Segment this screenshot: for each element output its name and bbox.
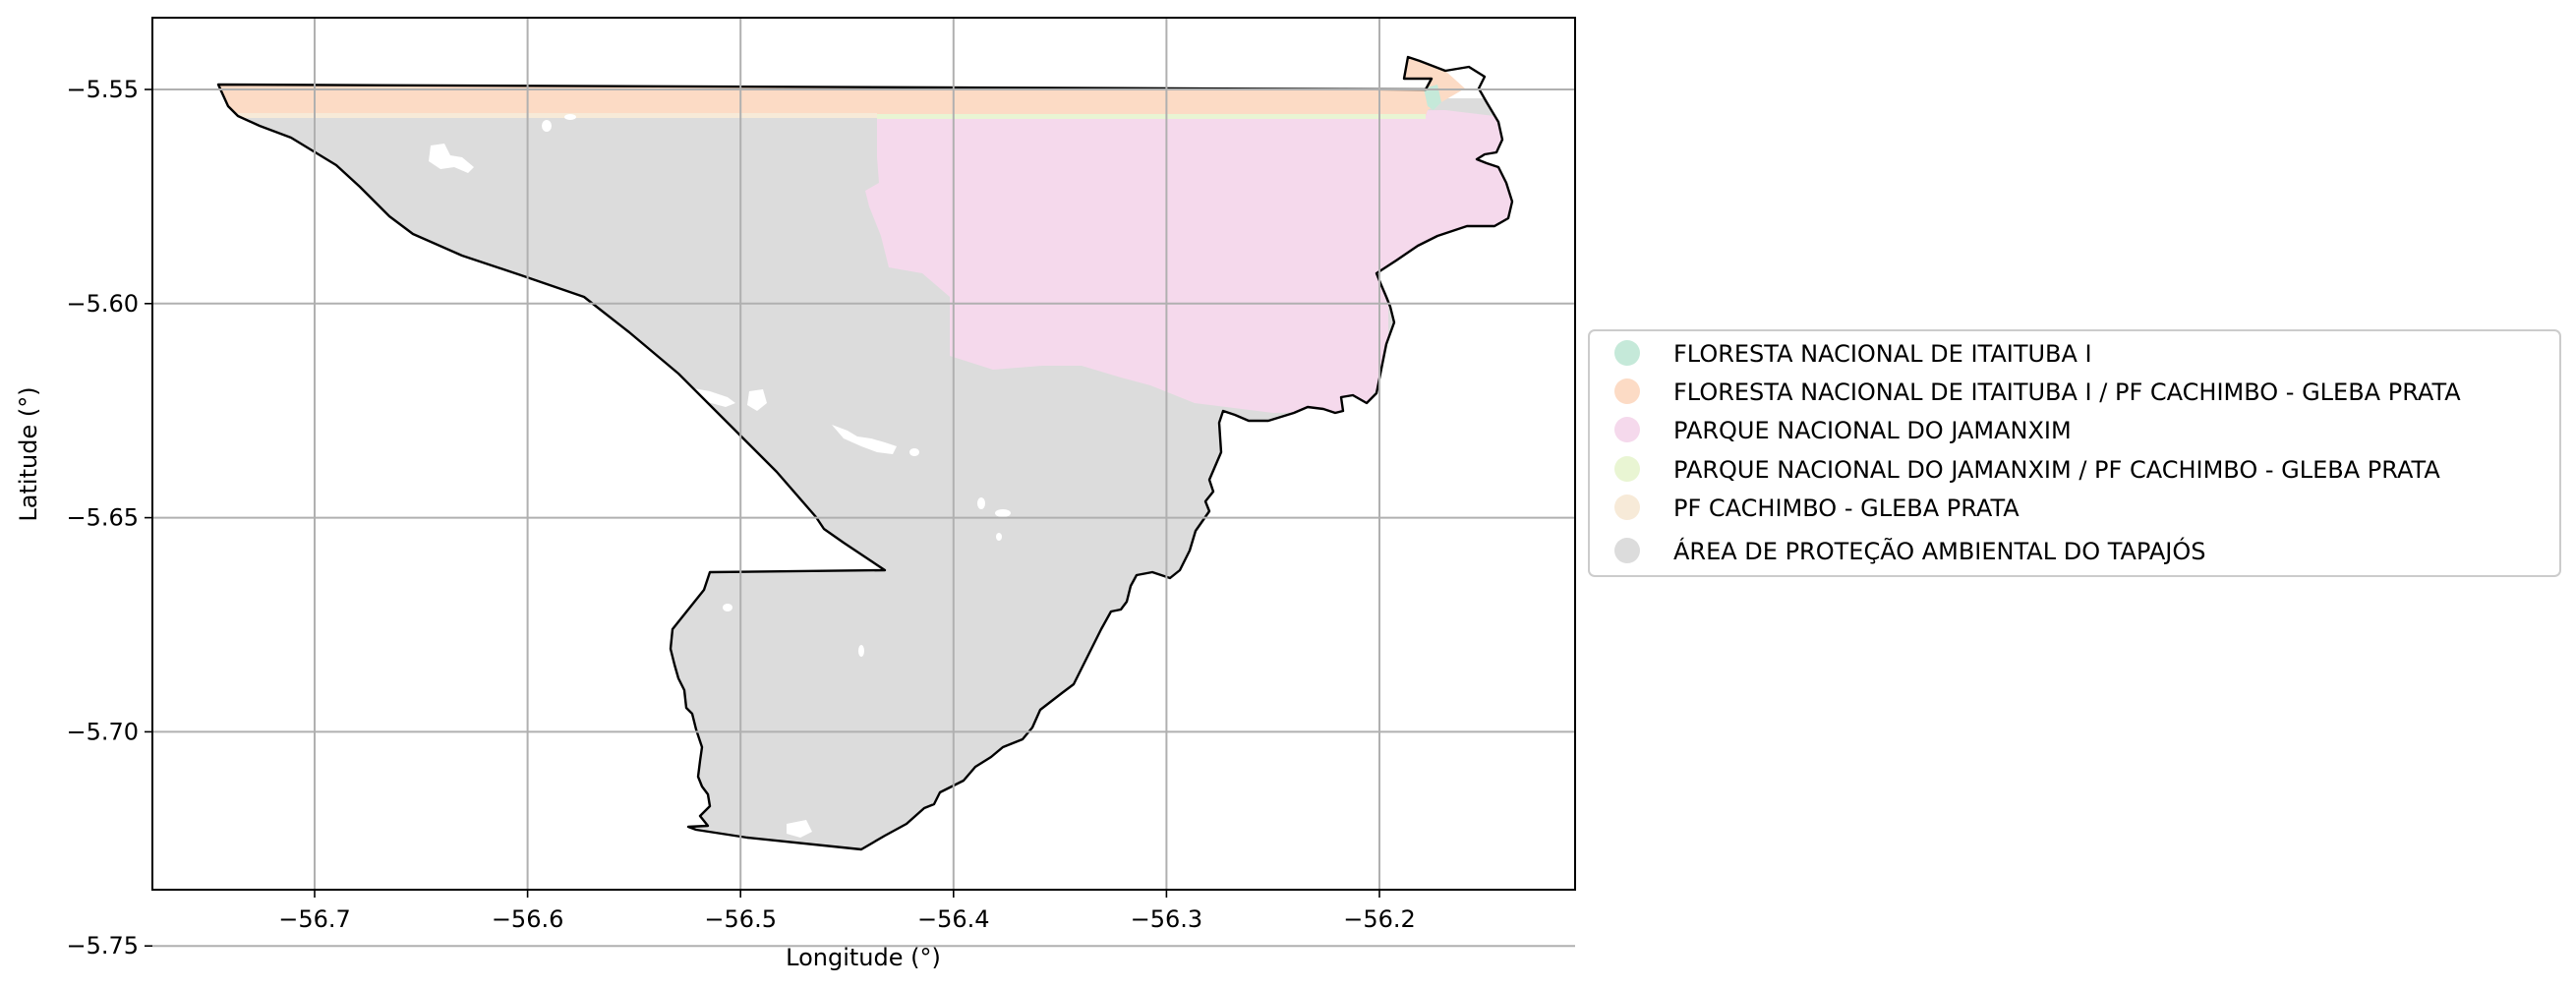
y-axis-ticks: −5.55−5.60−5.65−5.70−5.75−5.80−5.85−5.90 [66,76,152,960]
x-tick-label: −56.6 [492,905,564,933]
x-tick-label: −56.2 [1343,905,1416,933]
y-tick-label: −5.65 [66,504,139,532]
y-tick-label: −5.70 [66,718,139,745]
legend-swatch [1614,494,1640,520]
x-tick-label: −56.3 [1131,905,1203,933]
area-parque-jamanxim-pf-cachimbo [877,114,1426,119]
legend-swatch [1614,340,1640,366]
legend-item: PARQUE NACIONAL DO JAMANXIM / PF CACHIMB… [1614,456,2440,484]
area-floresta-itaituba [1424,85,1441,110]
legend: FLORESTA NACIONAL DE ITAITUBA I FLORESTA … [1588,329,2561,577]
legend-swatch [1614,456,1640,482]
legend-label: FLORESTA NACIONAL DE ITAITUBA I [1673,340,2092,368]
y-tick-label: −5.60 [66,290,139,318]
gap-patches [429,114,1011,838]
y-tick-label: −5.55 [66,76,139,103]
plot-frame [151,17,1576,891]
x-tick-label: −56.7 [278,905,351,933]
x-tick-label: −56.5 [704,905,777,933]
area-pf-cachimbo-gleba-prata [218,113,877,118]
legend-item: ÁREA DE PROTEÇÃO AMBIENTAL DO TAPAJÓS [1614,536,2206,565]
y-axis-label: Latitude (°) [15,386,42,521]
legend-label: PARQUE NACIONAL DO JAMANXIM [1673,417,2072,444]
legend-label: ÁREA DE PROTEÇÃO AMBIENTAL DO TAPAJÓS [1673,536,2206,565]
legend-swatch [1614,417,1640,442]
map-plot-area [151,17,1576,948]
legend-item: PARQUE NACIONAL DO JAMANXIM [1614,417,2072,444]
area-parque-nacional-jamanxim [865,110,1512,413]
x-axis-ticks: −56.7 −56.6 −56.5 −56.4 −56.3 −56.2 [278,890,1416,933]
y-tick-label: −5.75 [66,932,139,960]
legend-item: FLORESTA NACIONAL DE ITAITUBA I [1614,340,2092,368]
legend-swatch [1614,538,1640,563]
legend-label: FLORESTA NACIONAL DE ITAITUBA I / PF CAC… [1673,378,2461,406]
region-boundary [216,55,1514,851]
legend-label: PARQUE NACIONAL DO JAMANXIM / PF CACHIMB… [1673,456,2440,484]
legend-swatch [1614,378,1640,404]
grid-lines [152,18,1575,948]
legend-label: PF CACHIMBO - GLEBA PRATA [1673,494,2020,522]
x-axis-label: Longitude (°) [786,944,941,971]
legend-item: FLORESTA NACIONAL DE ITAITUBA I / PF CAC… [1614,378,2461,406]
x-tick-label: −56.4 [917,905,990,933]
legend-frame [1588,329,2561,577]
legend-items: FLORESTA NACIONAL DE ITAITUBA I FLORESTA … [1614,340,2461,565]
legend-item: PF CACHIMBO - GLEBA PRATA [1614,494,2020,522]
